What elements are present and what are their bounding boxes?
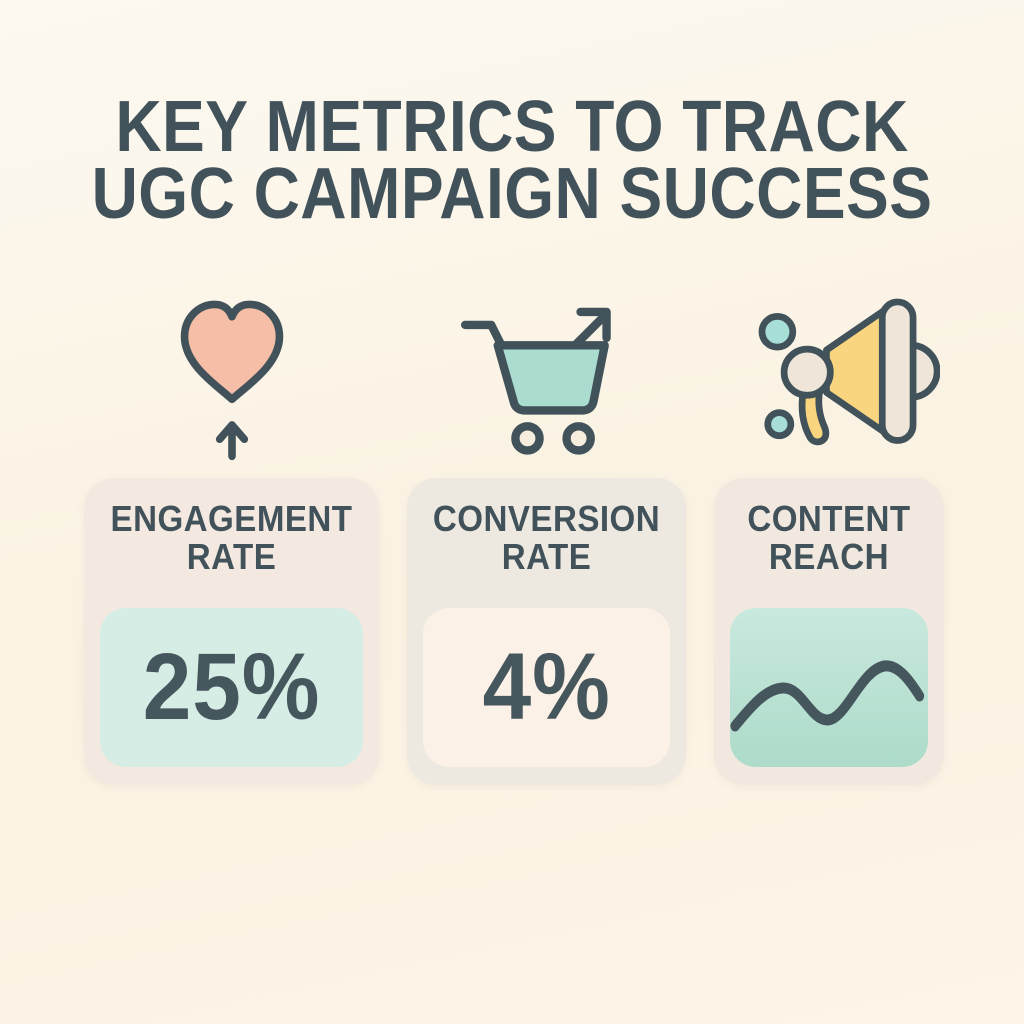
megaphone-cone xyxy=(823,304,892,439)
reach-sparkline xyxy=(730,660,925,732)
card-title-line-1: ENGAGEMENT xyxy=(110,498,353,539)
cart-wheel-right xyxy=(561,422,595,455)
metric-card-engagement-rate: ENGAGEMENT RATE 25% xyxy=(84,478,380,785)
sound-dot-large xyxy=(758,313,797,351)
metric-value: 4% xyxy=(482,634,611,740)
card-title: CONTENT REACH xyxy=(738,500,920,576)
heart-up-arrow-icon xyxy=(180,300,283,460)
value-box xyxy=(730,608,928,767)
card-title: CONVERSION RATE xyxy=(433,500,660,576)
value-box: 4% xyxy=(423,608,671,767)
cart-basket xyxy=(493,341,609,415)
megaphone-mouthpiece xyxy=(780,345,834,399)
card-title-line-2: RATE xyxy=(501,536,592,577)
card-title-line-2: RATE xyxy=(186,536,277,577)
page-title: KEY METRICS TO TRACK UGC CAMPAIGN SUCCESS xyxy=(56,91,967,230)
sparkline-path xyxy=(730,660,925,732)
megaphone-bell xyxy=(878,298,917,444)
megaphone-icon xyxy=(758,298,941,446)
metrics-grid: ENGAGEMENT RATE 25% CONVERSION RATE 4% CON… xyxy=(84,290,944,785)
metric-card-conversion-rate: CONVERSION RATE 4% xyxy=(407,478,687,785)
metric-card-content-reach: CONTENT REACH xyxy=(714,478,944,785)
card-title-line-2: REACH xyxy=(768,536,890,577)
title-line-2: UGC CAMPAIGN SUCCESS xyxy=(91,154,933,235)
card-title-line-1: CONVERSION xyxy=(432,498,661,539)
up-arrow-icon xyxy=(215,420,248,460)
engagement-icon-cell xyxy=(84,290,379,464)
heart-shape xyxy=(180,300,283,403)
metric-value: 25% xyxy=(142,634,321,740)
value-box: 25% xyxy=(100,608,364,767)
cart-handle xyxy=(460,320,507,352)
megaphone-handle xyxy=(798,387,830,446)
conversion-icon-cell xyxy=(407,290,686,464)
shopping-cart-icon xyxy=(460,307,611,455)
sound-dot-small xyxy=(764,409,795,440)
title-line-1: KEY METRICS TO TRACK xyxy=(115,87,909,168)
reach-icon-cell xyxy=(714,290,944,464)
growth-arrow-icon xyxy=(570,307,611,350)
card-title-line-1: CONTENT xyxy=(747,498,911,539)
cart-wheel-left xyxy=(510,422,544,455)
card-title: ENGAGEMENT RATE xyxy=(111,500,353,576)
